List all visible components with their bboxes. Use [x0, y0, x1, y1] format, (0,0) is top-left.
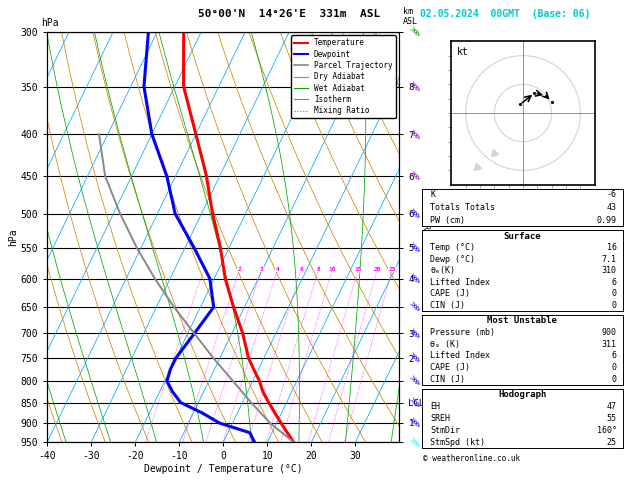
- Text: Lifted Index: Lifted Index: [430, 278, 490, 287]
- Text: 0: 0: [611, 375, 616, 383]
- Text: PW (cm): PW (cm): [430, 216, 465, 225]
- Text: Temp (°C): Temp (°C): [430, 243, 475, 252]
- Text: CAPE (J): CAPE (J): [430, 363, 470, 372]
- X-axis label: Dewpoint / Temperature (°C): Dewpoint / Temperature (°C): [144, 464, 303, 474]
- Text: 43: 43: [607, 203, 616, 212]
- Text: CIN (J): CIN (J): [430, 375, 465, 383]
- Text: 0: 0: [611, 289, 616, 298]
- Text: K: K: [430, 191, 435, 199]
- Text: CAPE (J): CAPE (J): [430, 289, 470, 298]
- Text: 3: 3: [260, 267, 264, 272]
- Text: ⋙: ⋙: [407, 169, 421, 183]
- Text: 20: 20: [374, 267, 381, 272]
- Text: ⋙: ⋙: [407, 300, 421, 314]
- Y-axis label: hPa: hPa: [8, 228, 18, 246]
- Text: 0.99: 0.99: [597, 216, 616, 225]
- Text: 15: 15: [355, 267, 362, 272]
- Text: 47: 47: [607, 402, 616, 411]
- Text: km
ASL: km ASL: [403, 7, 418, 26]
- Text: 310: 310: [602, 266, 616, 275]
- Legend: Temperature, Dewpoint, Parcel Trajectory, Dry Adiabat, Wet Adiabat, Isotherm, Mi: Temperature, Dewpoint, Parcel Trajectory…: [291, 35, 396, 118]
- Text: 6: 6: [611, 351, 616, 360]
- Text: θₑ(K): θₑ(K): [430, 266, 455, 275]
- Text: Totals Totals: Totals Totals: [430, 203, 495, 212]
- Text: 8: 8: [317, 267, 321, 272]
- Text: 25: 25: [607, 438, 616, 447]
- Text: 0: 0: [611, 363, 616, 372]
- Text: kt: kt: [457, 47, 469, 57]
- Text: Most Unstable: Most Unstable: [487, 316, 557, 325]
- Text: 6: 6: [611, 278, 616, 287]
- Text: ⋙: ⋙: [407, 206, 421, 221]
- Text: 0: 0: [611, 301, 616, 310]
- Text: θₑ (K): θₑ (K): [430, 340, 460, 348]
- Y-axis label: Mixing Ratio (g/kg): Mixing Ratio (g/kg): [421, 190, 430, 284]
- Text: 311: 311: [602, 340, 616, 348]
- Text: 1: 1: [202, 267, 206, 272]
- Text: ⋙: ⋙: [407, 127, 421, 141]
- Text: StmSpd (kt): StmSpd (kt): [430, 438, 485, 447]
- Text: 10: 10: [329, 267, 336, 272]
- Text: SREH: SREH: [430, 414, 450, 423]
- Text: 50°00'N  14°26'E  331m  ASL: 50°00'N 14°26'E 331m ASL: [198, 9, 381, 19]
- Text: ⋙: ⋙: [407, 240, 421, 255]
- Text: StmDir: StmDir: [430, 426, 460, 435]
- Text: 6: 6: [299, 267, 303, 272]
- Text: 02.05.2024  00GMT  (Base: 06): 02.05.2024 00GMT (Base: 06): [420, 9, 591, 19]
- Text: 55: 55: [607, 414, 616, 423]
- Text: 7.1: 7.1: [602, 255, 616, 264]
- Text: EH: EH: [430, 402, 440, 411]
- Text: ⋙: ⋙: [407, 395, 421, 410]
- Text: 4: 4: [276, 267, 279, 272]
- Text: ⋙: ⋙: [407, 326, 421, 341]
- Text: hPa: hPa: [41, 17, 58, 28]
- Text: © weatheronline.co.uk: © weatheronline.co.uk: [423, 454, 520, 464]
- Text: ⋙: ⋙: [407, 374, 421, 388]
- Text: Pressure (mb): Pressure (mb): [430, 328, 495, 337]
- Text: 16: 16: [607, 243, 616, 252]
- Text: ⋙: ⋙: [407, 24, 421, 39]
- Text: -6: -6: [607, 191, 616, 199]
- Text: Dewp (°C): Dewp (°C): [430, 255, 475, 264]
- Text: ⋙: ⋙: [407, 435, 421, 450]
- Text: ⋙: ⋙: [407, 416, 421, 431]
- Text: Surface: Surface: [504, 232, 541, 241]
- Text: 2: 2: [238, 267, 242, 272]
- Text: 160°: 160°: [597, 426, 616, 435]
- Text: ⋙: ⋙: [407, 79, 421, 94]
- Text: CIN (J): CIN (J): [430, 301, 465, 310]
- Text: ⋙: ⋙: [407, 351, 421, 365]
- Text: Lifted Index: Lifted Index: [430, 351, 490, 360]
- Text: 900: 900: [602, 328, 616, 337]
- Text: ⋙: ⋙: [407, 271, 421, 286]
- Text: 25: 25: [389, 267, 396, 272]
- Text: Hodograph: Hodograph: [498, 390, 547, 399]
